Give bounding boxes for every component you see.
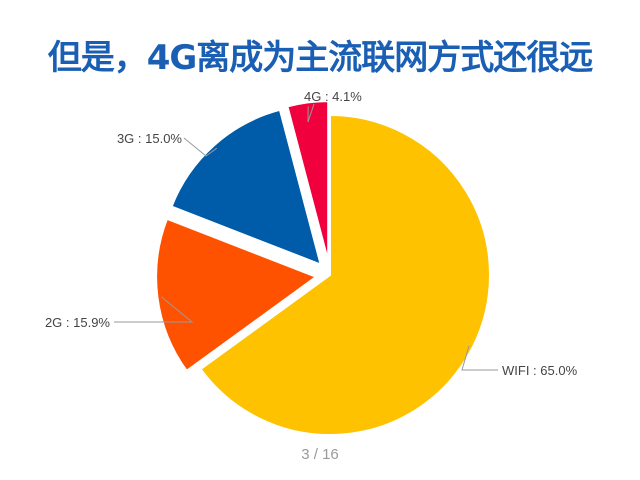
leader-line-2g <box>114 296 194 323</box>
slice-label-2g: 2G : 15.9% <box>45 315 110 330</box>
page-indicator: 3 / 16 <box>301 446 339 463</box>
pie-slices <box>155 100 491 436</box>
slice-label-wifi: WIFI : 65.0% <box>502 363 578 378</box>
leader-line-4g <box>307 103 315 123</box>
pie-slice-2g <box>155 217 319 373</box>
pie-slice-3g <box>170 108 323 267</box>
slice-label-4g: 4G : 4.1% <box>304 89 362 104</box>
slice-label-3g: 3G : 15.0% <box>117 131 182 146</box>
pie-slice-wifi <box>199 113 491 436</box>
pie-labels: WIFI : 65.0% 2G : 15.9% 3G : 15.0% 4G : 4.1… <box>45 89 578 378</box>
slide-title: 但是，4G离成为主流联网方式还很远 <box>47 38 594 78</box>
leader-line-wifi <box>461 345 498 371</box>
pie-slice-4g <box>286 100 330 262</box>
leader-line-3g <box>183 137 218 157</box>
